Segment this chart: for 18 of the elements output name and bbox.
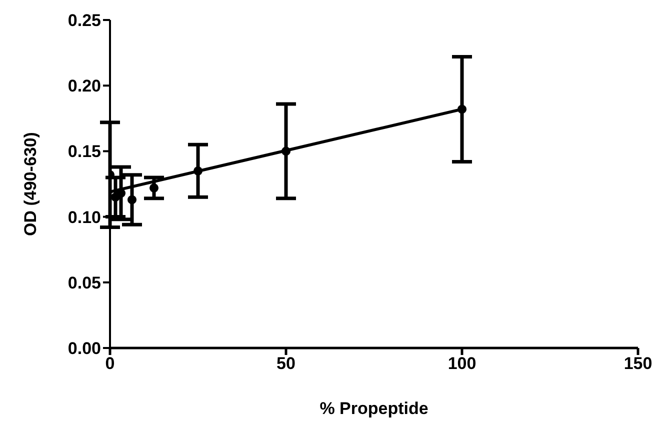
point xyxy=(116,188,126,198)
y-tick-label: 0.05 xyxy=(68,273,101,292)
point xyxy=(281,146,291,156)
y-tick-label: 0.25 xyxy=(68,11,101,30)
y-tick-label: 0.15 xyxy=(68,142,101,162)
x-tick-label: 0 xyxy=(105,354,115,374)
x-axis-title: % Propeptide xyxy=(320,399,428,418)
y-tick-label: 0.10 xyxy=(68,208,101,227)
point xyxy=(457,104,467,114)
x-tick-label: 100 xyxy=(448,354,476,374)
y-tick-label: 0.00 xyxy=(68,339,101,358)
y-tick-label: 0.20 xyxy=(68,76,101,96)
point xyxy=(149,183,159,192)
point xyxy=(127,195,137,204)
x-tick-label: 50 xyxy=(276,354,296,374)
y-axis-title: OD (490-630) xyxy=(21,132,40,236)
point xyxy=(193,166,203,176)
x-tick-label: 150 xyxy=(624,354,652,374)
